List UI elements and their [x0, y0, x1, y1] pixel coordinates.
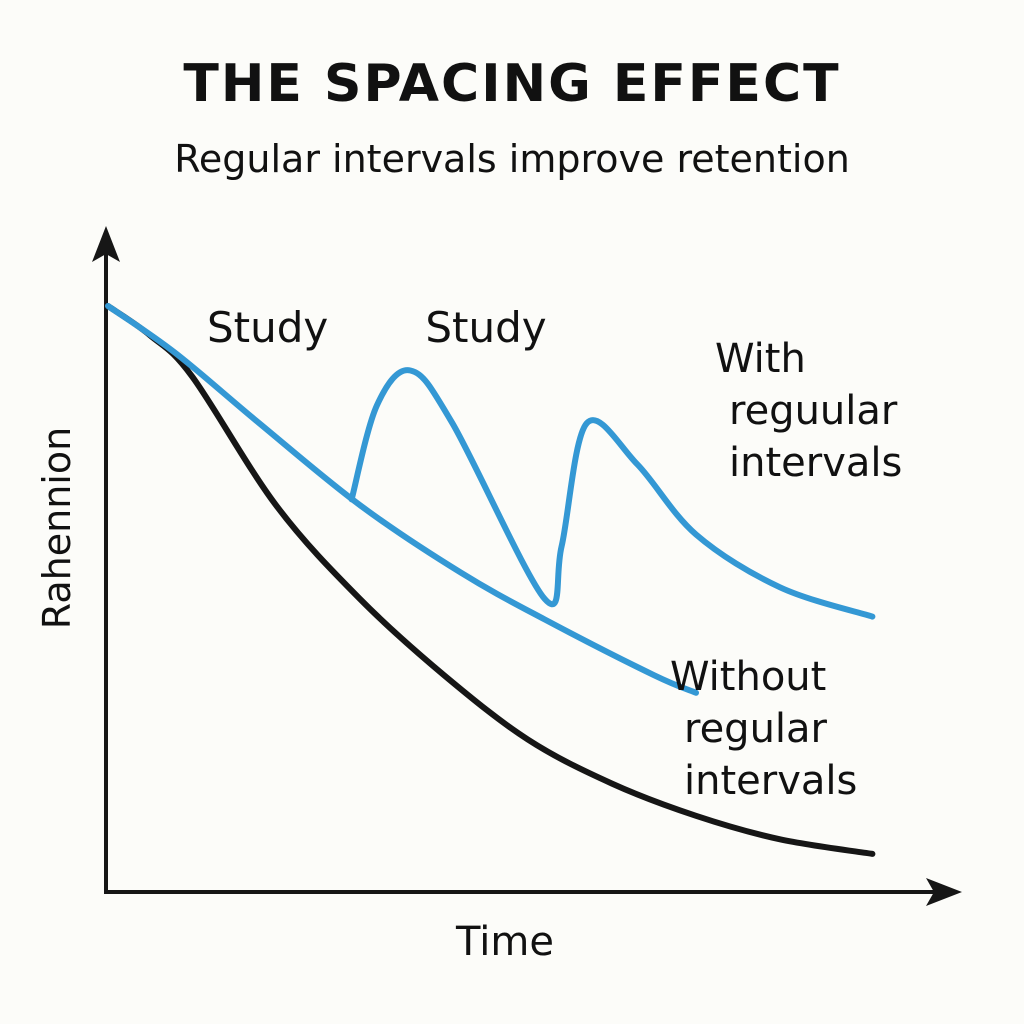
series-baseline-decay	[105, 303, 876, 857]
label-line: reguular	[729, 388, 898, 434]
label-line: Without	[670, 654, 826, 700]
x-axis-label: Time	[455, 919, 554, 965]
label-line: With	[715, 336, 806, 382]
series-layer	[105, 303, 876, 857]
x-axis-arrowhead	[926, 878, 962, 906]
study-annotation-1: Study	[207, 303, 328, 352]
series-with-regular-intervals	[348, 367, 876, 620]
label-with-regular-intervals: With reguular intervals	[715, 336, 902, 486]
y-axis-arrowhead	[92, 226, 120, 262]
label-line: regular	[684, 706, 828, 752]
label-without-regular-intervals: Without regular intervals	[670, 654, 857, 804]
study-annotation-2: Study	[425, 303, 546, 352]
series-without-regular-intervals	[105, 303, 699, 696]
chart-title: THE SPACING EFFECT	[183, 54, 841, 114]
label-line: intervals	[684, 758, 857, 804]
y-axis-label: Rahennion	[35, 427, 79, 629]
chart-subtitle: Regular intervals improve retention	[174, 137, 850, 181]
label-line: intervals	[729, 440, 902, 486]
label-layer: Without regular intervals With reguular inter…	[207, 303, 902, 804]
axes	[92, 226, 962, 906]
